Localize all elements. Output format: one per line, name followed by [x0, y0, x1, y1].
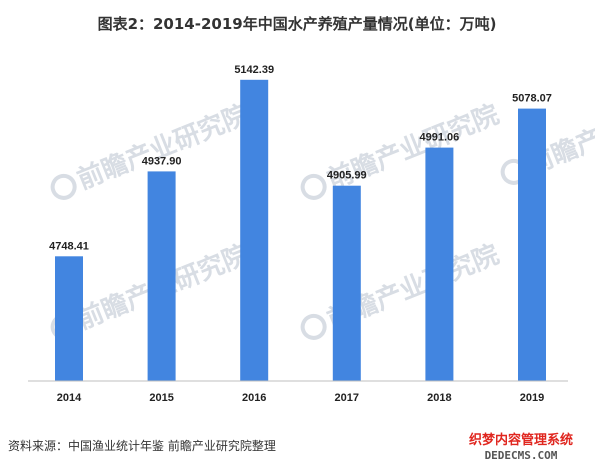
bar-2015 — [147, 171, 176, 381]
bar-2019 — [518, 108, 546, 381]
value-label-2014: 4748.41 — [49, 240, 89, 252]
site-mark-top: 织梦内容管理系统 — [469, 432, 573, 448]
watermark-logo-icon — [300, 173, 327, 200]
site-logo: 织梦内容管理系统 DEDECMS.COM — [469, 432, 573, 462]
x-tick-label-2018: 2018 — [427, 392, 451, 404]
x-tick-label-2016: 2016 — [242, 392, 266, 404]
x-tick-label-2017: 2017 — [335, 392, 359, 404]
bar-2016 — [240, 79, 269, 382]
value-label-2018: 4991.06 — [420, 132, 460, 144]
watermark-4: 前瞻产业研究院 — [300, 239, 503, 340]
x-tick-labels: 2014 2015 2016 2017 2018 2019 — [57, 392, 544, 404]
bar-group — [55, 79, 546, 382]
value-label-2019: 5078.07 — [512, 93, 552, 105]
x-tick-label-2014: 2014 — [57, 392, 82, 404]
site-mark-bottom: DEDECMS.COM — [485, 449, 558, 462]
source-note: 资料来源：中国渔业统计年鉴 前瞻产业研究院整理 — [8, 438, 276, 453]
value-label-2017: 4905.99 — [327, 170, 367, 182]
value-label-2016: 5142.39 — [234, 64, 274, 76]
value-label-2015: 4937.90 — [142, 155, 182, 167]
watermark-logo-icon — [300, 313, 327, 340]
value-label-group: 4748.41 4937.90 5142.39 4905.99 4991.06 5078.… — [49, 64, 552, 253]
x-tick-label-2019: 2019 — [520, 392, 544, 404]
watermark-layer: 前瞻产业研究院前瞻产业研究院前瞻产业研究院前瞻产业研究院前瞻产业研究院 — [50, 84, 595, 340]
x-tick-label-2015: 2015 — [149, 392, 173, 404]
watermark-logo-icon — [50, 173, 77, 200]
bar-2017 — [332, 185, 361, 381]
watermark-2: 前瞻产业研究院 — [300, 99, 503, 200]
bar-2018 — [425, 147, 454, 381]
bar-2014 — [55, 256, 83, 381]
chart-title: 图表2：2014-2019年中国水产养殖产量情况(单位：万吨) — [98, 15, 497, 33]
